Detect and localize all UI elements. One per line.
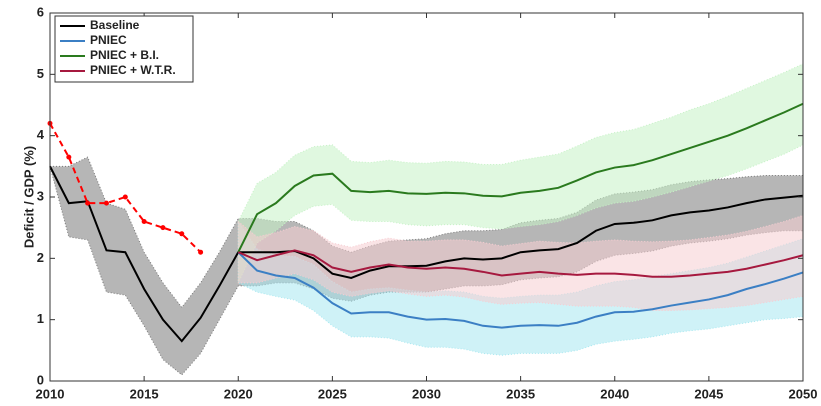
series-marker (179, 231, 185, 237)
legend-label: PNIEC + W.T.R. (90, 63, 176, 77)
y-tick-label: 4 (37, 127, 45, 142)
series-marker (122, 194, 128, 200)
confidence-band (237, 219, 804, 356)
legend-label: PNIEC (90, 33, 127, 47)
y-axis-label: Deficit / GDP (%) (21, 146, 36, 248)
y-tick-label: 2 (37, 250, 44, 265)
x-tick-label: 2035 (506, 386, 535, 401)
series-marker (160, 225, 166, 231)
series-line (49, 165, 804, 343)
x-tick-label: 2010 (36, 386, 65, 401)
x-tick-label: 2015 (130, 386, 159, 401)
y-tick-label: 1 (37, 311, 44, 326)
series-line (49, 122, 202, 253)
y-tick-label: 3 (37, 188, 44, 203)
confidence-band (237, 214, 804, 311)
x-tick-label: 2020 (224, 386, 253, 401)
series-marker (66, 154, 72, 160)
y-tick-label: 6 (37, 4, 44, 19)
x-tick-label: 2040 (600, 386, 629, 401)
plot-area (47, 63, 804, 376)
x-tick-label: 2050 (789, 386, 818, 401)
series-marker (141, 219, 147, 225)
y-tick-label: 0 (37, 372, 44, 387)
x-tick-label: 2045 (694, 386, 723, 401)
series-line (237, 102, 804, 253)
x-tick-label: 2030 (412, 386, 441, 401)
series-marker (103, 200, 109, 206)
legend-label: Baseline (90, 18, 140, 32)
y-tick-label: 5 (37, 66, 44, 81)
series-marker (198, 249, 204, 255)
series-marker (85, 200, 91, 206)
series-line (237, 249, 804, 278)
series-line (237, 251, 804, 329)
legend-label: PNIEC + B.I. (90, 48, 159, 62)
x-tick-label: 2025 (318, 386, 347, 401)
